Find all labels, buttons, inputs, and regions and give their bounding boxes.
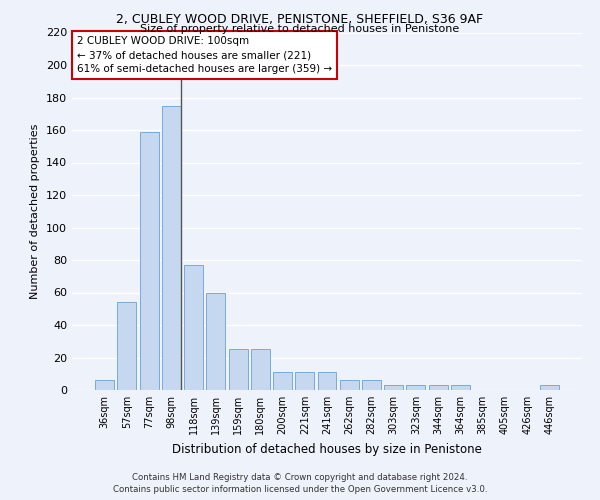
Bar [429, 385, 448, 390]
Bar [362, 380, 381, 390]
Bar [140, 132, 158, 390]
X-axis label: Distribution of detached houses by size in Penistone: Distribution of detached houses by size … [172, 442, 482, 456]
Text: 2, CUBLEY WOOD DRIVE, PENISTONE, SHEFFIELD, S36 9AF: 2, CUBLEY WOOD DRIVE, PENISTONE, SHEFFIE… [116, 12, 484, 26]
Bar [229, 350, 248, 390]
Text: 2 CUBLEY WOOD DRIVE: 100sqm
← 37% of detached houses are smaller (221)
61% of se: 2 CUBLEY WOOD DRIVE: 100sqm ← 37% of det… [77, 36, 332, 74]
Bar [273, 372, 292, 390]
Bar [162, 106, 181, 390]
Text: Contains HM Land Registry data © Crown copyright and database right 2024.
Contai: Contains HM Land Registry data © Crown c… [113, 472, 487, 494]
Bar [206, 292, 225, 390]
Bar [540, 385, 559, 390]
Bar [184, 265, 203, 390]
Bar [384, 385, 403, 390]
Bar [118, 302, 136, 390]
Bar [340, 380, 359, 390]
Text: Size of property relative to detached houses in Penistone: Size of property relative to detached ho… [140, 24, 460, 34]
Bar [451, 385, 470, 390]
Bar [295, 372, 314, 390]
Bar [317, 372, 337, 390]
Bar [251, 350, 270, 390]
Bar [406, 385, 425, 390]
Bar [95, 380, 114, 390]
Y-axis label: Number of detached properties: Number of detached properties [31, 124, 40, 299]
